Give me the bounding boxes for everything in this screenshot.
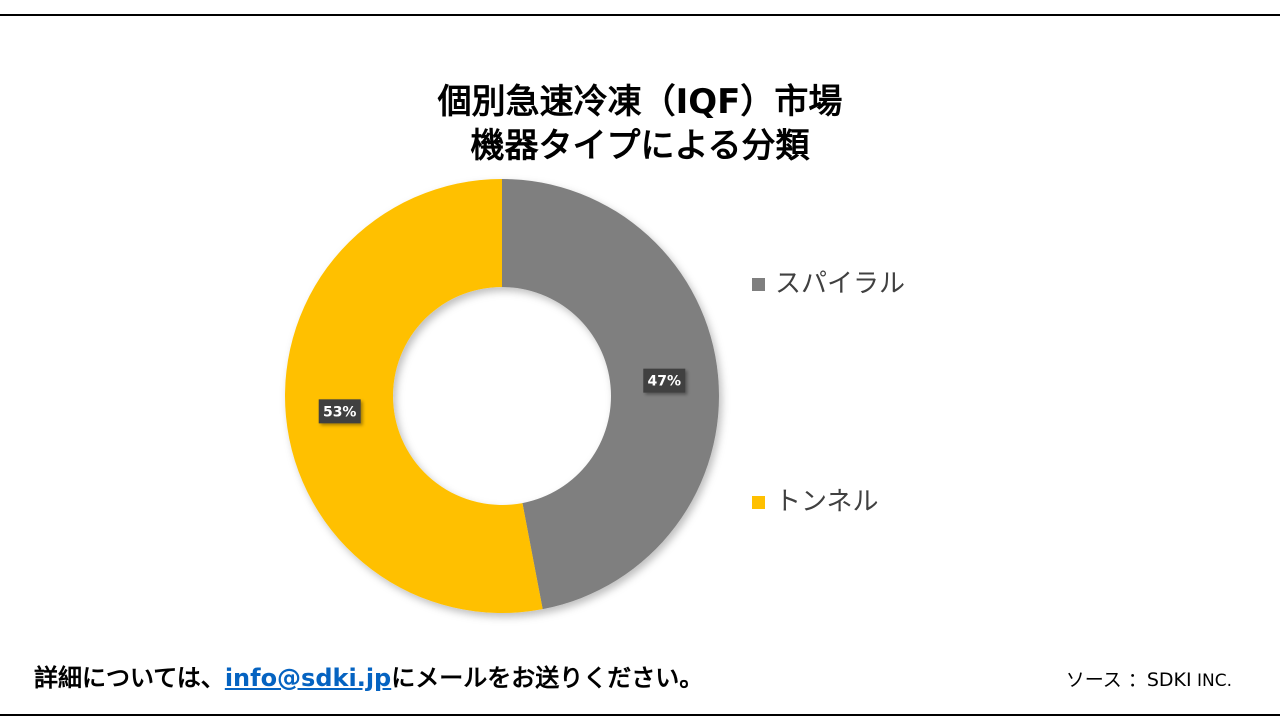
top-rule <box>0 14 1280 16</box>
data-label-text: 53% <box>323 404 357 420</box>
contact-note-suffix: にメールをお送りください。 <box>391 664 704 692</box>
donut-slice-spiral <box>502 179 720 610</box>
source-suffix: INC. <box>1191 671 1232 691</box>
contact-note-prefix: 詳細については、 <box>34 664 225 692</box>
legend-item-tunnel: トンネル <box>752 484 878 520</box>
source-credit: ソース ：SDKI INC. <box>1066 666 1232 695</box>
chart-title: 個別急速冷凍（IQF）市場 機器タイプによる分類 <box>0 80 1280 168</box>
data-label-tunnel: 53% <box>318 399 361 424</box>
legend-item-spiral: スパイラル <box>752 266 905 302</box>
contact-note: 詳細については、info@sdki.jpにメールをお送りください。 <box>34 660 703 696</box>
legend-swatch-spiral <box>752 277 765 291</box>
legend-label-tunnel: トンネル <box>775 487 879 517</box>
chart-title-line-1: 個別急速冷凍（IQF）市場 <box>437 82 843 122</box>
donut-chart: 47% 53% <box>285 179 720 613</box>
legend-swatch-tunnel <box>752 495 765 509</box>
legend-label-spiral: スパイラル <box>775 269 906 299</box>
data-label-box <box>643 368 686 393</box>
data-label-spiral: 47% <box>643 368 686 393</box>
email-link[interactable]: info@sdki.jp <box>224 664 392 692</box>
bottom-rule <box>0 714 1280 716</box>
donut-slice-tunnel <box>285 179 543 613</box>
data-label-box <box>318 399 361 424</box>
source-label: ソース ：SDKI <box>1065 669 1192 691</box>
data-label-text: 47% <box>648 374 682 390</box>
chart-title-line-2: 機器タイプによる分類 <box>470 126 810 166</box>
